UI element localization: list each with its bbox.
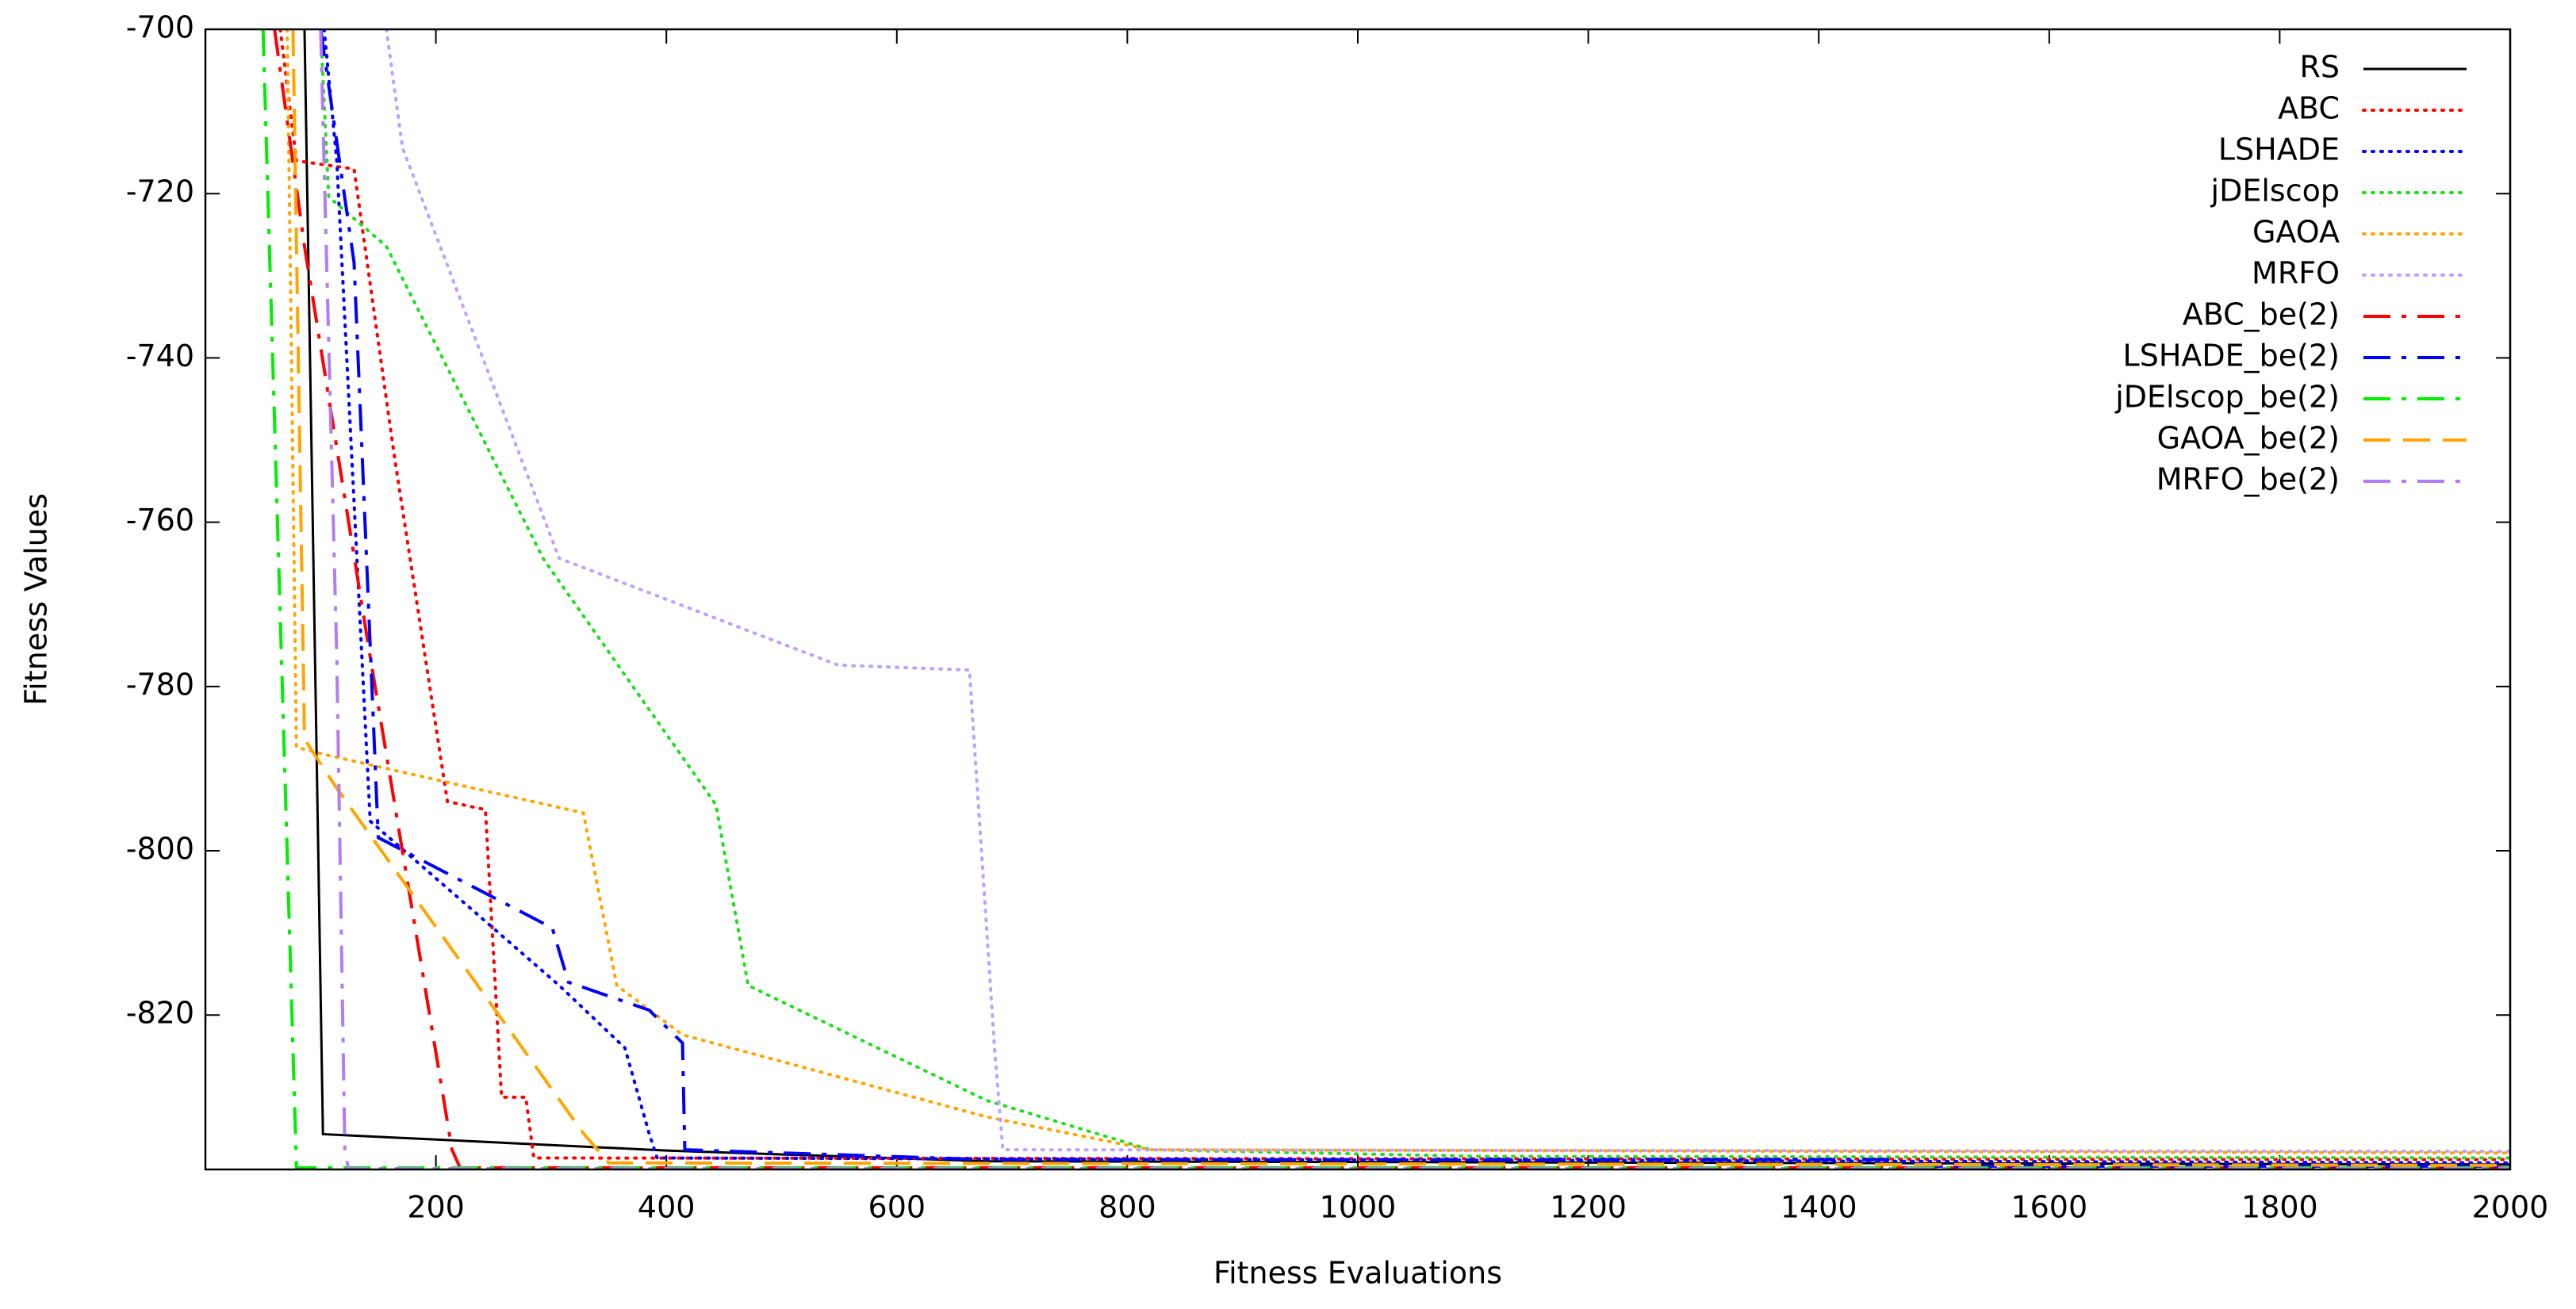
legend-label: GAOA — [2252, 215, 2340, 250]
series-line — [261, 29, 2510, 1169]
series-line — [322, 29, 2510, 1165]
y-tick-label: -820 — [126, 996, 194, 1031]
series-line — [319, 29, 2510, 1168]
x-tick-label: 600 — [868, 1190, 926, 1225]
x-tick-label: 200 — [407, 1190, 465, 1225]
series-line — [273, 29, 2510, 1169]
series-line — [291, 29, 2510, 1167]
x-tick-label: 1600 — [2011, 1190, 2087, 1225]
y-tick-label: -700 — [126, 10, 194, 45]
x-tick-label: 1400 — [1781, 1190, 1857, 1225]
y-tick-label: -800 — [126, 832, 194, 867]
legend-label: MRFO_be(2) — [2156, 462, 2340, 497]
legend-label: jDElscop_be(2) — [2114, 380, 2340, 415]
y-tick-label: -760 — [126, 503, 194, 538]
series-line — [278, 29, 2510, 1162]
y-tick-label: -740 — [126, 339, 194, 373]
y-tick-label: -720 — [126, 174, 194, 209]
legend-label: ABC_be(2) — [2183, 297, 2340, 332]
x-tick-label: 400 — [638, 1190, 696, 1225]
y-tick-label: -780 — [126, 667, 194, 702]
plot-frame — [204, 28, 2512, 1171]
legend-label: LSHADE — [2218, 132, 2340, 167]
series-line — [319, 29, 2510, 1169]
plot-area — [261, 29, 2510, 1169]
legend-label: LSHADE_be(2) — [2123, 339, 2340, 373]
legend-label: RS — [2299, 50, 2340, 85]
x-tick-label: 1800 — [2241, 1190, 2318, 1225]
legend-label: MRFO — [2252, 256, 2340, 291]
x-tick-label: 2000 — [2472, 1190, 2549, 1225]
y-axis-label: Fitness Values — [19, 493, 54, 706]
series-line — [303, 29, 2510, 1166]
x-tick-label: 1200 — [1550, 1190, 1627, 1225]
legend-label: ABC — [2278, 91, 2340, 126]
x-tick-label: 1000 — [1320, 1190, 1397, 1225]
x-tick-label: 800 — [1098, 1190, 1156, 1225]
series-line — [319, 29, 2510, 1160]
legend-label: jDElscop — [2210, 174, 2340, 209]
series-line — [286, 29, 2510, 1155]
legend-label: GAOA_be(2) — [2157, 421, 2340, 456]
x-axis-label: Fitness Evaluations — [1213, 1256, 1502, 1291]
series-line — [385, 29, 2510, 1154]
